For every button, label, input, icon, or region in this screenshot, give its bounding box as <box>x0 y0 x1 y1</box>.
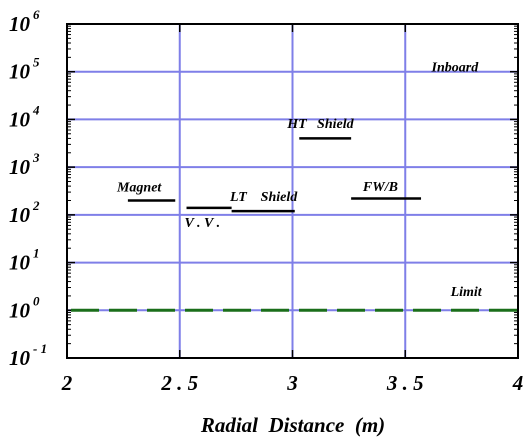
y-tick-exponent: 6 <box>33 7 40 22</box>
x-tick-label: 4 <box>512 371 524 395</box>
x-tick-label: 2 . 5 <box>160 371 198 395</box>
y-tick-exponent: 0 <box>33 293 40 308</box>
annotation-label: Shield <box>261 190 299 205</box>
annotation-label: V . V . <box>184 216 220 231</box>
y-tick-exponent: 4 <box>32 102 40 117</box>
annotation-label: Shield <box>317 117 355 132</box>
y-tick-label: 10 <box>9 203 31 227</box>
y-tick-label: 10 <box>9 12 31 36</box>
y-tick-exponent: 5 <box>33 55 40 70</box>
annotation-label: HT <box>286 117 308 132</box>
x-tick-label: 3 . 5 <box>386 371 424 395</box>
x-tick-label: 2 <box>61 371 73 395</box>
y-tick-label: 10 <box>9 155 31 179</box>
y-tick-label: 10 <box>9 298 31 322</box>
y-tick-exponent: 2 <box>32 198 40 213</box>
annotations: Inboard Magnet V . V . LT Shield HT Shield FW/B… <box>116 61 483 300</box>
y-tick-exponent: 3 <box>32 150 40 165</box>
annotation-label: LT <box>229 190 248 205</box>
x-axis-title: Radial Distance (m) <box>200 413 385 437</box>
plot-frame <box>66 23 519 359</box>
y-tick-label: 10 <box>9 107 31 131</box>
y-tick-exponent: 1 <box>33 246 40 261</box>
y-tick-label: 10 <box>9 60 31 84</box>
y-tick-label: 10 <box>9 251 31 275</box>
y-tick-exponent: - 1 <box>33 341 47 356</box>
annotation-label: Limit <box>450 285 483 300</box>
annotation-label: Inboard <box>431 61 480 76</box>
x-tick-labels: 2 2 . 5 3 3 . 5 4 <box>61 371 524 395</box>
data-segments <box>127 137 422 213</box>
y-tick-label: 10 <box>9 346 31 370</box>
annotation-label: FW/B <box>362 180 398 195</box>
annotation-label: Magnet <box>116 180 162 195</box>
x-tick-label: 3 <box>286 371 298 395</box>
